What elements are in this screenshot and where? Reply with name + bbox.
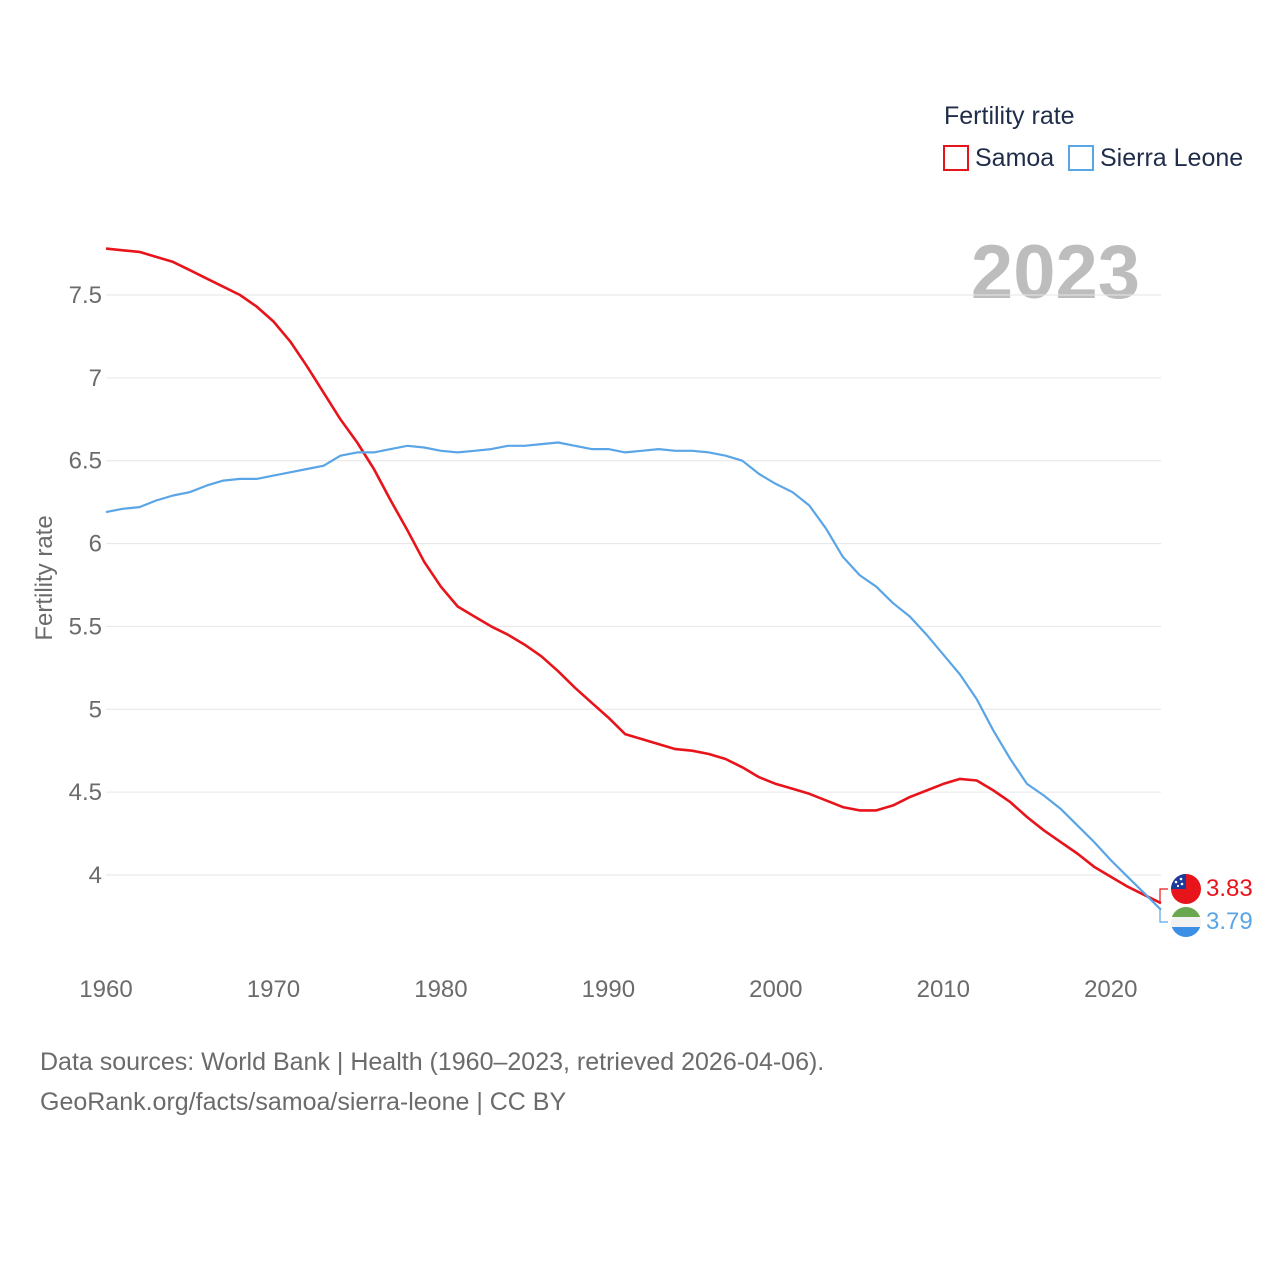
x-axis-ticks: 1960 1970 1980 1990 2000 2010 2020 [79, 976, 1137, 1003]
x-tick-label: 2010 [917, 976, 970, 1003]
source-line-1: Data sources: World Bank | Health (1960–… [40, 1048, 825, 1076]
x-tick-label: 1980 [414, 976, 467, 1003]
x-tick-label: 1990 [582, 976, 635, 1003]
legend-label-samoa: Samoa [975, 144, 1054, 172]
gridlines [106, 294, 1161, 876]
x-tick-label: 1960 [79, 976, 132, 1003]
series-lines [105, 247, 1162, 911]
y-tick-label: 5 [89, 696, 102, 723]
y-tick-label: 7 [89, 365, 102, 392]
end-labels: 3.83 3.79 [1159, 875, 1253, 935]
legend-swatch-sierra-leone [1068, 145, 1094, 171]
year-label: 2023 [971, 230, 1140, 315]
y-axis-ticks: 4 4.5 5 5.5 6 6.5 7 7.5 [69, 282, 102, 889]
samoa-flag-icon [1171, 874, 1201, 904]
sierra-leone-end-connector [1159, 908, 1168, 923]
legend-item-samoa[interactable]: Samoa [943, 144, 1054, 172]
y-tick-label: 7.5 [69, 282, 102, 309]
y-tick-label: 4.5 [69, 779, 102, 806]
legend-title: Fertility rate [944, 102, 1075, 130]
x-tick-label: 1970 [247, 976, 300, 1003]
legend-item-sierra-leone[interactable]: Sierra Leone [1068, 144, 1243, 172]
legend-label-sierra-leone: Sierra Leone [1100, 144, 1243, 172]
source-note: Data sources: World Bank | Health (1960–… [40, 1042, 824, 1122]
source-line-2[interactable]: GeoRank.org/facts/samoa/sierra-leone | C… [40, 1088, 567, 1116]
samoa-end-connector [1159, 888, 1168, 902]
series-line-samoa[interactable] [105, 247, 1162, 905]
y-tick-label: 5.5 [69, 613, 102, 640]
legend: Fertility rate Samoa Sierra Leone [943, 102, 1243, 172]
y-axis-title: Fertility rate [31, 515, 58, 640]
x-tick-label: 2000 [749, 976, 802, 1003]
x-tick-label: 2020 [1084, 976, 1137, 1003]
y-tick-label: 6.5 [69, 448, 102, 475]
series-line-sierra-leone[interactable] [105, 441, 1162, 911]
legend-swatch-samoa [943, 145, 969, 171]
y-tick-label: 6 [89, 531, 102, 558]
sierra-leone-end-value: 3.79 [1206, 908, 1253, 935]
samoa-end-value: 3.83 [1206, 875, 1253, 902]
sierra-leone-flag-icon [1171, 907, 1201, 937]
y-tick-label: 4 [89, 862, 102, 889]
